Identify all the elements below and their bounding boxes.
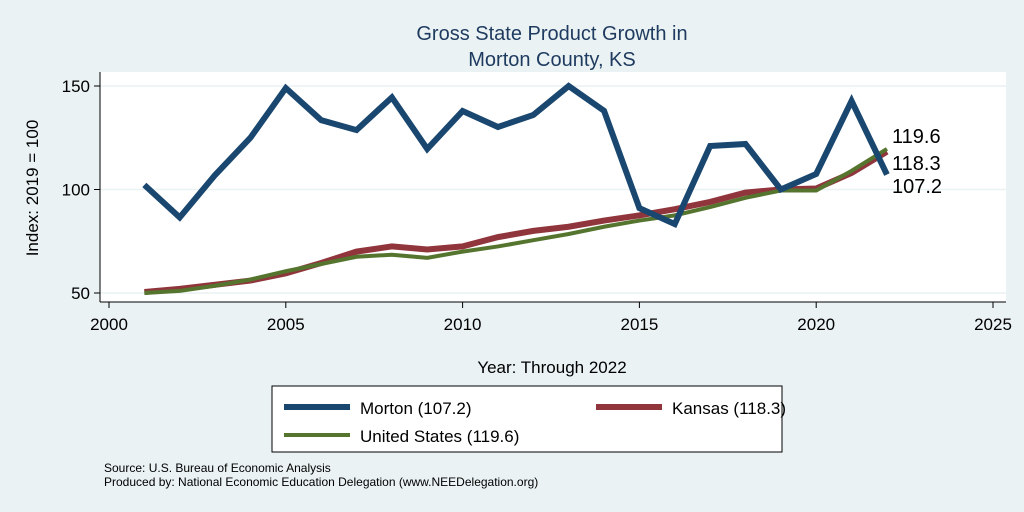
x-tick-label: 2000 — [90, 315, 128, 334]
end-label-united-states: 119.6 — [892, 126, 941, 148]
producer-note: Produced by: National Economic Education… — [104, 475, 538, 489]
x-axis-label: Year: Through 2022 — [477, 358, 626, 377]
x-tick-label: 2005 — [267, 315, 305, 334]
y-tick-label: 100 — [62, 181, 90, 200]
legend-label-us: United States (119.6) — [360, 427, 519, 446]
series-line-morton — [142, 82, 890, 229]
chart-title-line2: Morton County, KS — [468, 49, 635, 71]
plot-area — [100, 72, 1006, 302]
y-tick-label: 150 — [62, 77, 90, 96]
x-tick-label: 2010 — [444, 315, 482, 334]
x-tick-label: 2020 — [797, 315, 835, 334]
legend: Morton (107.2) Kansas (118.3) United Sta… — [271, 385, 786, 453]
legend-label-morton: Morton (107.2) — [360, 399, 472, 418]
source-note: Source: U.S. Bureau of Economic Analysis — [104, 461, 331, 475]
x-tick-label: 2015 — [620, 315, 658, 334]
chart-title-line1: Gross State Product Growth in — [416, 23, 687, 45]
x-tick-label: 2025 — [974, 315, 1012, 334]
legend-label-kansas: Kansas (118.3) — [672, 399, 786, 418]
end-label-morton: 107.2 — [892, 176, 942, 198]
end-label-kansas: 118.3 — [892, 153, 941, 175]
series-line-united-states — [144, 147, 888, 295]
y-axis-label: Index: 2019 = 100 — [23, 120, 42, 257]
y-tick-label: 50 — [71, 284, 90, 303]
